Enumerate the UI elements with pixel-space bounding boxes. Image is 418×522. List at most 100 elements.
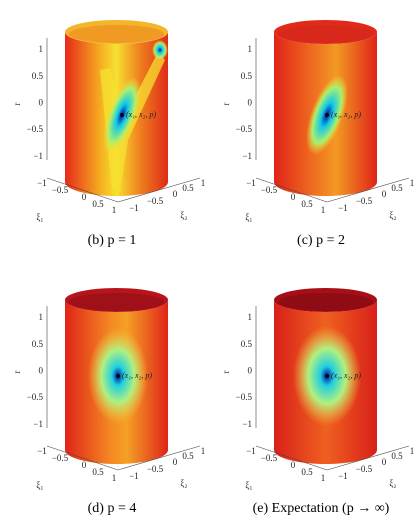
xi2-tick-label: 0	[382, 457, 387, 467]
r-tick-label: 1	[39, 44, 44, 54]
cylinder-top-inner	[278, 293, 373, 311]
cylinder-top-inner	[69, 25, 164, 43]
r-tick-label: 0	[248, 365, 253, 375]
xi2-tick-label: 0	[173, 189, 178, 199]
xi2-tick-label: 0	[382, 189, 387, 199]
xi1-tick-label: 0	[291, 460, 296, 470]
point-label: (x₁, x₂, p)	[122, 371, 152, 380]
xi2-tick-label: 0.5	[182, 183, 194, 193]
xi1-axis	[255, 177, 328, 203]
xi2-label: ξ₂	[389, 210, 396, 220]
r-label: r	[221, 371, 231, 374]
xi2-tick-label: −1	[338, 471, 348, 481]
panel: (x₁, x₂, p) r 1 0.5 0 −0.5 −1 −1 −0.5 0 0.5 1 −1 −0.5…	[221, 288, 414, 516]
xi1-label: ξ₁	[245, 212, 252, 222]
xi1-tick-label: 1	[321, 473, 326, 483]
xi1-tick-label: 1	[321, 205, 326, 215]
xi2-tick-label: −1	[129, 203, 139, 213]
point-label: (x₁, x₂, p)	[331, 371, 361, 380]
r-tick-label: 1	[248, 44, 253, 54]
r-tick-label: −1	[33, 419, 43, 429]
xi2-tick-label: −0.5	[147, 196, 164, 206]
r-tick-label: 0.5	[32, 339, 44, 349]
r-label: r	[12, 103, 22, 106]
xi2-tick-label: 0.5	[391, 451, 403, 461]
caption: (b) p = 1	[88, 233, 137, 248]
caption: (e) Expectation (p → ∞)	[253, 501, 390, 516]
xi1-tick-label: 1	[112, 473, 117, 483]
xi2-tick-label: −0.5	[356, 196, 373, 206]
xi2-tick-label: 0.5	[182, 451, 194, 461]
panel: (x₁, x₂, p) r 1 0.5 0 −0.5 −1 −1 −0.5 0 0.5 1 −1 −0.5…	[12, 288, 205, 516]
xi1-tick-label: −1	[37, 178, 47, 188]
caption: (d) p = 4	[88, 501, 137, 516]
caption: (c) p = 2	[297, 233, 345, 248]
xi2-axis	[117, 177, 201, 203]
xi1-tick-label: −0.5	[52, 185, 69, 195]
xi1-tick-label: 0	[291, 192, 296, 202]
point	[325, 374, 329, 378]
point	[325, 113, 329, 117]
r-tick-label: −0.5	[236, 392, 253, 402]
r-tick-label: −0.5	[27, 392, 44, 402]
xi1-tick-label: −1	[246, 446, 256, 456]
r-tick-label: 0	[248, 97, 253, 107]
xi1-tick-label: −1	[37, 446, 47, 456]
r-tick-label: 1	[39, 312, 44, 322]
xi1-axis	[255, 445, 328, 471]
point	[120, 113, 124, 117]
xi1-tick-label: 0.5	[92, 199, 104, 209]
r-tick-label: 0	[39, 97, 44, 107]
xi2-label: ξ₂	[180, 478, 187, 488]
xi2-axis	[326, 177, 410, 203]
xi1-tick-label: −0.5	[52, 453, 69, 463]
r-tick-label: −1	[242, 419, 252, 429]
xi2-tick-label: −0.5	[356, 464, 373, 474]
r-tick-label: −0.5	[27, 124, 44, 134]
xi2-tick-label: 1	[410, 178, 415, 188]
xi2-tick-label: 0.5	[391, 183, 403, 193]
xi1-tick-label: 1	[112, 205, 117, 215]
xi2-tick-label: −1	[129, 471, 139, 481]
r-tick-label: 0.5	[241, 339, 253, 349]
r-tick-label: −1	[242, 151, 252, 161]
xi2-tick-label: 1	[410, 446, 415, 456]
point-label: (x₁, x₂, p)	[331, 110, 361, 119]
xi1-tick-label: 0.5	[301, 199, 313, 209]
xi2-axis	[326, 445, 410, 471]
r-tick-label: 0.5	[241, 71, 253, 81]
xi1-label: ξ₁	[36, 480, 43, 490]
cylinder-top-inner	[278, 25, 373, 43]
panels: (x₁, x₂, p) r 1 0.5 0 −0.5 −1 −1 −0.5 0 0.5 1 −1 −0.5…	[12, 20, 414, 516]
xi2-tick-label: 1	[201, 178, 206, 188]
xi2-label: ξ₂	[180, 210, 187, 220]
blob	[152, 40, 168, 60]
point-label: (x₁, x₂, p)	[126, 110, 156, 119]
xi2-axis	[117, 445, 201, 471]
panel: (x₁, x₂, p) r 1 0.5 0 −0.5 −1 −1 −0.5 0 0.5 1 −1 −0.5…	[12, 20, 205, 248]
xi2-tick-label: 0	[173, 457, 178, 467]
xi1-tick-label: 0.5	[301, 467, 313, 477]
xi1-axis	[46, 445, 119, 471]
point	[116, 374, 120, 378]
r-tick-label: 1	[248, 312, 253, 322]
xi1-tick-label: 0.5	[92, 467, 104, 477]
xi1-tick-label: −1	[246, 178, 256, 188]
xi1-tick-label: −0.5	[261, 185, 278, 195]
xi1-label: ξ₁	[36, 212, 43, 222]
xi2-tick-label: −0.5	[147, 464, 164, 474]
cylinder-top-inner	[69, 293, 164, 311]
xi1-label: ξ₁	[245, 480, 252, 490]
r-label: r	[12, 371, 22, 374]
r-label: r	[221, 103, 231, 106]
xi1-tick-label: 0	[82, 460, 87, 470]
r-tick-label: 0.5	[32, 71, 44, 81]
xi1-tick-label: 0	[82, 192, 87, 202]
panel: (x₁, x₂, p) r 1 0.5 0 −0.5 −1 −1 −0.5 0 0.5 1 −1 −0.5…	[221, 20, 414, 248]
r-tick-label: −1	[33, 151, 43, 161]
xi1-tick-label: −0.5	[261, 453, 278, 463]
r-tick-label: 0	[39, 365, 44, 375]
xi2-tick-label: −1	[338, 203, 348, 213]
xi2-tick-label: 1	[201, 446, 206, 456]
